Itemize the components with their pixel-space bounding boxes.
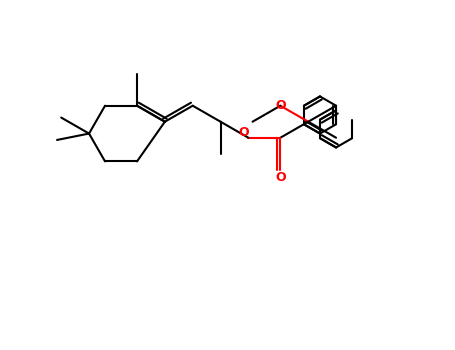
Text: O: O: [275, 171, 286, 184]
Text: O: O: [275, 99, 286, 112]
Text: O: O: [238, 126, 249, 139]
